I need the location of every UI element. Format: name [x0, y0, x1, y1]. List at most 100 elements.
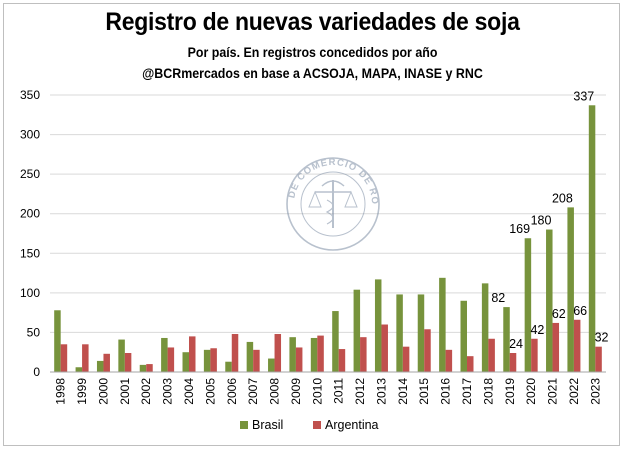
bar-argentina-2007	[253, 349, 260, 372]
x-tick-label: 2016	[439, 378, 453, 405]
chart-title: Registro de nuevas variedades de soja	[105, 8, 520, 36]
y-tick-label: 350	[20, 88, 40, 102]
y-tick-label: 50	[27, 325, 41, 339]
bar-argentina-2010	[317, 335, 324, 372]
bar-brasil-2022	[567, 207, 574, 372]
bar-brasil-2006	[225, 361, 232, 372]
y-axis-ticks: 0 50 100 150 200 250 300 350	[20, 88, 40, 379]
y-tick-label: 100	[20, 286, 40, 300]
bar-brasil-2007	[246, 341, 254, 372]
y-tick-label: 250	[20, 167, 40, 181]
bar-brasil-2011	[332, 311, 339, 372]
data-label-argentina-2020: 42	[530, 323, 544, 337]
bar-brasil-1998	[54, 310, 61, 372]
bar-argentina-2005	[210, 348, 217, 372]
bar-argentina-2009	[295, 347, 303, 372]
bar-argentina-2003	[167, 347, 175, 372]
x-tick-label: 2001	[118, 378, 132, 405]
bar-argentina-2013	[381, 324, 388, 372]
chart-subtitle: Por país. En registros concedidos por añ…	[187, 45, 438, 60]
bar-argentina-2001	[124, 353, 132, 372]
x-tick-label: 2011	[332, 378, 346, 404]
bar-brasil-2012	[353, 289, 361, 372]
x-tick-label: 2013	[374, 378, 388, 405]
bar-brasil-2003	[161, 337, 168, 372]
bar-argentina-1999	[82, 344, 89, 372]
bar-brasil-2004	[182, 352, 189, 372]
bar-brasil-2021	[546, 229, 553, 372]
bar-brasil-2019	[503, 307, 510, 372]
x-tick-label: 2020	[524, 378, 538, 405]
bar-argentina-2014	[402, 346, 410, 372]
data-label-brasil-2020: 169	[509, 222, 530, 236]
x-tick-label: 2021	[546, 378, 560, 405]
bar-argentina-2017	[467, 356, 474, 372]
bar-brasil-2000	[96, 360, 104, 372]
gridlines	[50, 94, 606, 333]
x-axis-ticks: 1998 1999 2000 2001 2002 2003 2004 2005 2006 2007…	[54, 378, 603, 405]
bar-argentina-2021	[552, 322, 560, 372]
bar-argentina-2015	[424, 329, 431, 372]
data-label-argentina-2021: 62	[552, 307, 566, 321]
bar-brasil-2008	[268, 358, 275, 372]
data-labels: 82 24 169 42 180 62 208 66 337 32	[491, 89, 608, 351]
x-tick-label: 2005	[203, 378, 217, 405]
bar-argentina-1998	[60, 344, 68, 372]
y-tick-label: 200	[20, 207, 40, 221]
data-label-brasil-2021: 180	[531, 214, 552, 228]
bar-argentina-2011	[338, 349, 346, 372]
bar-argentina-2018	[488, 338, 495, 372]
bar-brasil-2013	[374, 279, 382, 372]
data-label-brasil-2019: 82	[491, 291, 505, 305]
x-tick-label: 2003	[161, 378, 175, 405]
x-tick-label: 2017	[460, 378, 474, 405]
bar-argentina-2008	[274, 334, 282, 372]
x-tick-label: 2018	[481, 378, 495, 405]
x-tick-label: 2007	[246, 378, 260, 405]
x-tick-label: 2008	[268, 378, 282, 405]
bar-brasil-2014	[396, 294, 403, 372]
bar-argentina-2002	[146, 364, 153, 372]
x-tick-label: 1998	[54, 378, 68, 405]
chart-source: @BCRmercados en base a ACSOJA, MAPA, INA…	[142, 66, 483, 81]
bar-argentina-2020	[531, 338, 538, 372]
bar-brasil-2016	[439, 277, 446, 372]
x-tick-label: 2023	[588, 378, 602, 405]
bar-argentina-2004	[189, 336, 196, 372]
bar-brasil-2005	[203, 349, 211, 372]
x-tick-label: 2009	[289, 378, 303, 405]
legend-label-argentina: Argentina	[325, 418, 379, 432]
bar-brasil-2009	[289, 337, 296, 372]
x-tick-label: 2000	[96, 378, 110, 405]
x-tick-label: 2012	[353, 378, 367, 405]
legend-swatch-brasil	[240, 421, 248, 429]
legend-swatch-argentina	[313, 421, 321, 429]
data-label-argentina-2022: 66	[573, 304, 587, 318]
bar-brasil-2023	[588, 105, 596, 372]
data-label-brasil-2022: 208	[552, 191, 573, 205]
x-tick-label: 2002	[139, 378, 153, 405]
data-label-argentina-2023: 32	[595, 331, 609, 345]
watermark-seal: BOLSA DE COMERCIO DE ROSARIO	[0, 0, 380, 251]
bar-brasil-2017	[460, 300, 467, 372]
bar-argentina-2019	[509, 353, 517, 372]
bar-argentina-2023	[595, 346, 602, 372]
bar-brasil-2002	[139, 364, 147, 372]
bar-brasil-1999	[75, 367, 83, 372]
x-tick-label: 2019	[503, 378, 517, 405]
legend: Brasil Argentina	[240, 418, 379, 432]
bar-brasil-2018	[481, 283, 489, 372]
bar-argentina-2016	[445, 349, 453, 372]
x-tick-label: 2022	[567, 378, 581, 405]
bars	[54, 105, 602, 372]
x-tick-label: 2004	[182, 378, 196, 405]
data-label-argentina-2019: 24	[509, 337, 523, 351]
legend-label-brasil: Brasil	[252, 418, 283, 432]
x-tick-label: 1999	[75, 378, 89, 405]
bar-argentina-2000	[103, 353, 110, 372]
data-label-brasil-2023: 337	[573, 89, 594, 103]
x-tick-label: 2014	[396, 378, 410, 405]
bar-argentina-2006	[231, 334, 239, 372]
x-tick-label: 2015	[417, 378, 431, 405]
x-tick-label: 2006	[225, 378, 239, 405]
